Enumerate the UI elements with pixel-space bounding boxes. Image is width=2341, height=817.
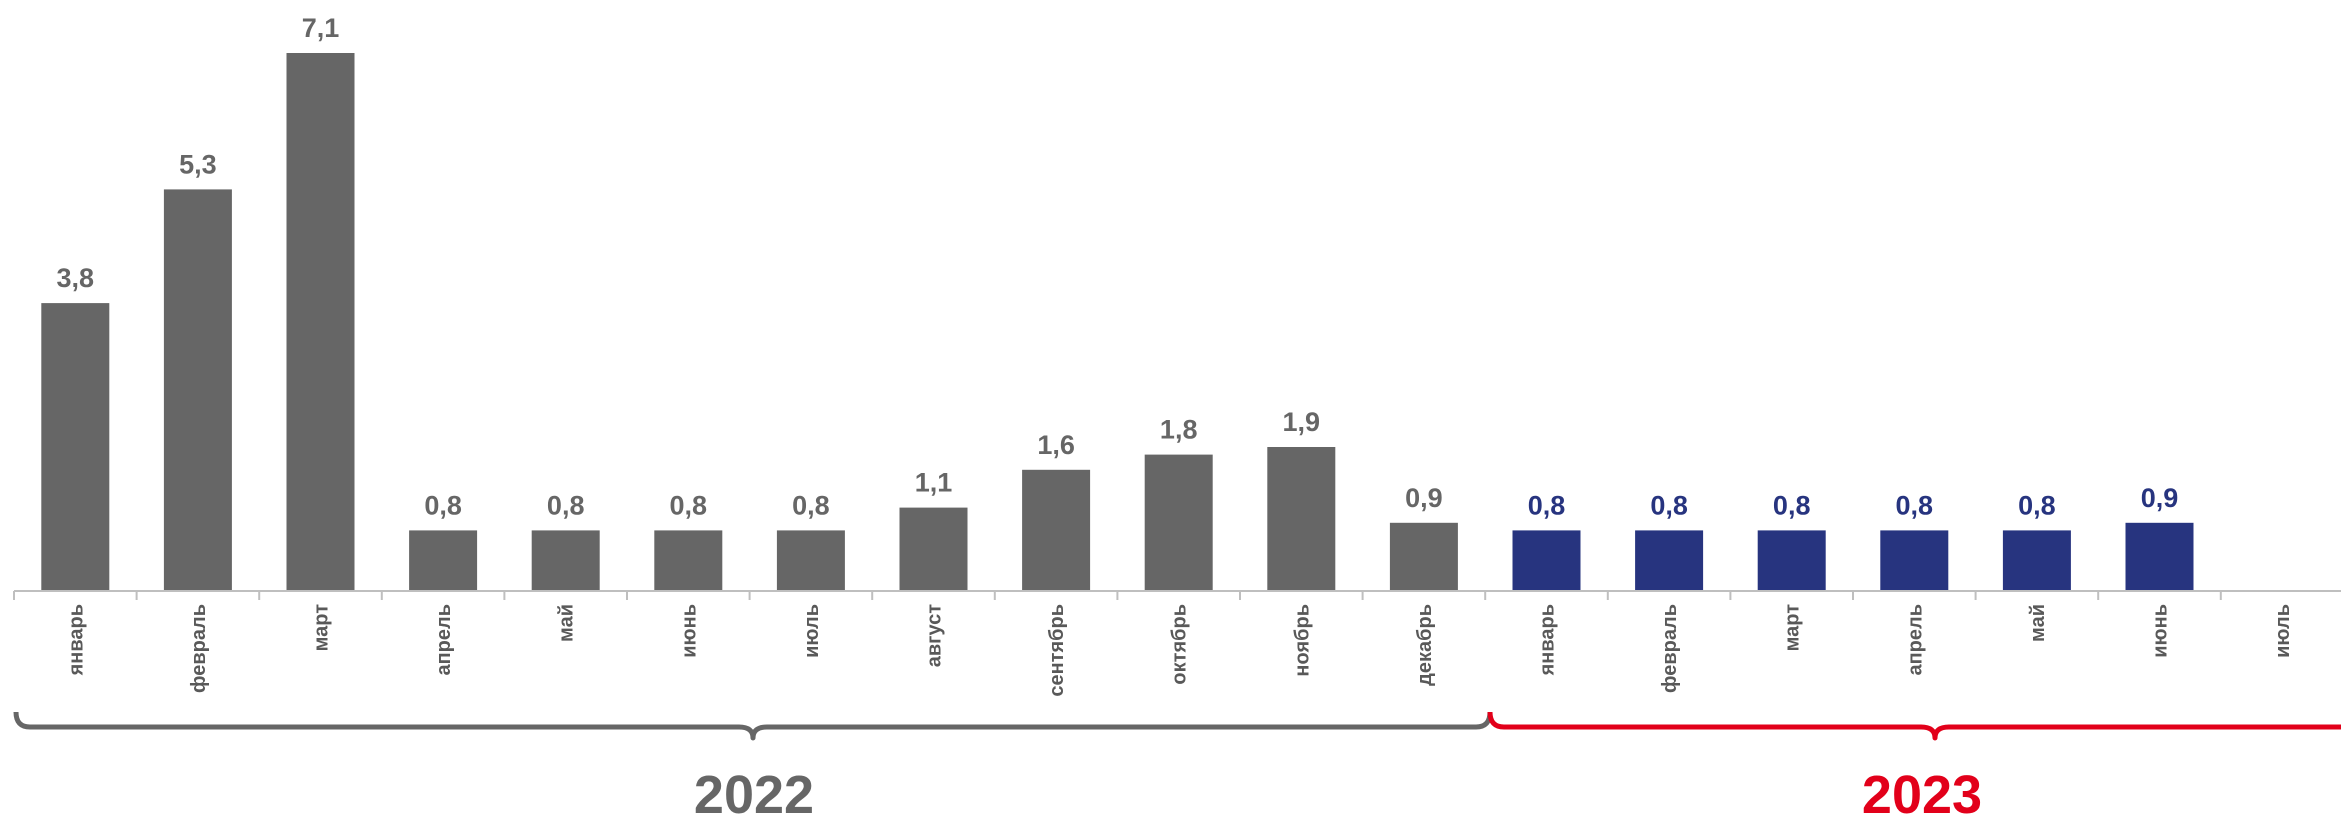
tick-label: март <box>1782 604 1804 652</box>
year-label: 2023 <box>1862 765 1982 817</box>
bar <box>776 530 845 591</box>
tick-label: февраль <box>1659 604 1681 693</box>
data-label: 0,8 <box>1650 490 1688 520</box>
data-label: 0,8 <box>547 490 585 520</box>
tick-label: июль <box>801 604 823 658</box>
tick-label: январь <box>1537 604 1559 676</box>
tick-label: февраль <box>188 604 210 693</box>
bar <box>1267 447 1336 591</box>
data-label: 0,8 <box>2018 490 2056 520</box>
data-label: 1,8 <box>1160 415 1198 445</box>
tick-label: октябрь <box>1169 604 1191 685</box>
data-label: 0,9 <box>1405 483 1443 513</box>
bar <box>899 507 968 591</box>
value-labels-layer: 3,8 5,3 7,1 0,8 0,8 0,8 0,8 1,1 1,6 1,8 1,9 0,9 0,8 0… <box>57 13 2179 520</box>
bar <box>1512 530 1581 591</box>
data-label: 0,8 <box>1896 490 1934 520</box>
data-label: 5,3 <box>179 149 217 179</box>
tick-label: ноябрь <box>1291 604 1313 677</box>
data-label: 0,8 <box>1773 490 1811 520</box>
category-labels-layer: январь февраль март апрель май июнь июль август… <box>65 604 2294 697</box>
bar <box>409 530 478 591</box>
tick-marks-layer <box>13 591 2222 600</box>
bar <box>41 303 110 591</box>
bar <box>1389 522 1458 591</box>
year-label: 2022 <box>694 765 814 817</box>
bar <box>1757 530 1826 591</box>
data-label: 3,8 <box>57 263 95 293</box>
data-label: 1,9 <box>1283 407 1321 437</box>
tick-label: декабрь <box>1414 604 1436 686</box>
bars-layer <box>41 53 2194 591</box>
bar <box>2125 522 2194 591</box>
tick-label: май <box>556 604 578 642</box>
bar <box>286 53 355 591</box>
bar <box>1880 530 1949 591</box>
tick-label: январь <box>65 604 87 676</box>
year-braces-layer <box>13 711 2341 741</box>
data-label: 0,8 <box>792 490 830 520</box>
tick-label: март <box>311 604 333 652</box>
year-labels-layer: 2022 2023 <box>694 765 1982 817</box>
data-label: 1,6 <box>1037 430 1075 460</box>
tick-label: август <box>924 604 946 667</box>
data-label: 0,9 <box>2141 483 2179 513</box>
data-label: 0,8 <box>424 490 462 520</box>
data-label: 1,1 <box>915 468 953 498</box>
tick-label: июль <box>2272 604 2294 658</box>
year-brace <box>13 711 1493 741</box>
tick-label: апрель <box>1904 604 1926 676</box>
tick-label: апрель <box>433 604 455 676</box>
bar <box>1022 469 1091 591</box>
data-label: 0,8 <box>670 490 708 520</box>
bar <box>163 189 232 591</box>
bar <box>1635 530 1704 591</box>
tick-label: июнь <box>678 604 700 658</box>
bar <box>654 530 723 591</box>
tick-label: июнь <box>2150 604 2172 658</box>
tick-label: сентябрь <box>1046 604 1068 697</box>
year-brace <box>1487 711 2341 741</box>
data-label: 7,1 <box>302 13 340 43</box>
data-label: 0,8 <box>1528 490 1566 520</box>
bar <box>2002 530 2071 591</box>
bar <box>1144 454 1213 591</box>
bar <box>531 530 600 591</box>
tick-label: май <box>2027 604 2049 642</box>
